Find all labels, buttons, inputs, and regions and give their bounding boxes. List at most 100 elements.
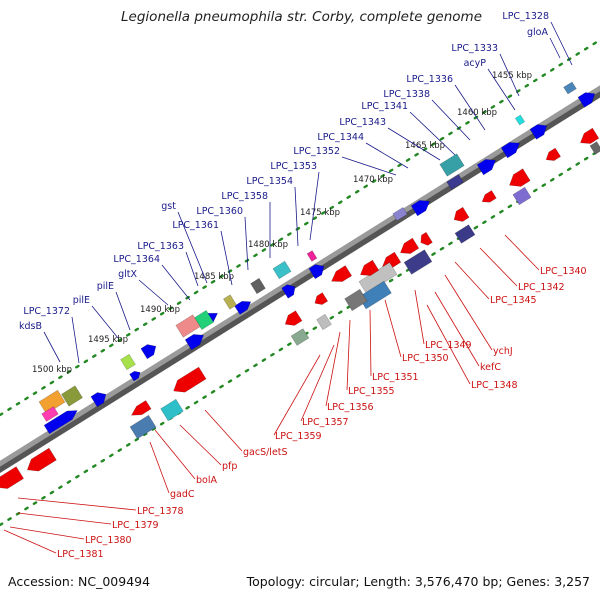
forward-gene-label: gst — [161, 201, 176, 212]
reverse-gene-feature — [316, 313, 332, 331]
reverse-gene-feature — [173, 366, 207, 393]
reverse-gene-feature — [403, 249, 433, 275]
forward-gene-label: gloA — [527, 27, 548, 38]
reverse-gene-label: LPC_1350 — [402, 353, 449, 364]
reverse-gene-feature — [290, 328, 310, 346]
reverse-gene-feature — [160, 398, 184, 422]
forward-gene-feature — [392, 206, 408, 222]
reverse-gene-feature — [314, 292, 329, 305]
reverse-gene-feature — [589, 141, 600, 155]
reverse-gene-label: LPC_1359 — [275, 431, 322, 442]
reverse-gene-feature — [130, 400, 152, 416]
forward-gene-feature — [439, 153, 465, 177]
reverse-gene-label: LPC_1349 — [425, 340, 472, 351]
forward-leader-line — [365, 142, 409, 169]
tick-label: 1490 kbp — [140, 305, 180, 315]
tick-label: 1470 kbp — [353, 175, 393, 185]
forward-gene-label: gltX — [118, 269, 137, 280]
reverse-gene-label: gacS/letS — [243, 447, 288, 458]
forward-leader-line — [71, 316, 80, 364]
forward-leader-line — [487, 68, 516, 111]
forward-gene-label: pilE — [97, 281, 114, 292]
outer-tick-track — [0, 38, 600, 417]
reverse-gene-feature — [481, 190, 497, 203]
forward-gene-label: LPC_1358 — [221, 191, 268, 202]
forward-gene-feature — [577, 92, 596, 108]
forward-leader-line — [138, 279, 169, 306]
reverse-gene-label: LPC_1345 — [490, 295, 537, 306]
forward-leader-line — [431, 99, 471, 141]
forward-gene-label: LPC_1336 — [406, 74, 453, 85]
forward-gene-label: LPC_1341 — [361, 101, 408, 112]
forward-gene-label: pilE — [73, 295, 90, 306]
forward-gene-feature — [250, 277, 266, 295]
reverse-leader-line — [300, 344, 335, 422]
forward-leader-line — [244, 216, 249, 271]
reverse-leader-line — [384, 299, 402, 358]
forward-gene-label: LPC_1372 — [23, 306, 70, 317]
reverse-leader-line — [369, 309, 372, 377]
forward-gene-feature — [90, 392, 107, 408]
reverse-gene-label: pfp — [222, 461, 237, 472]
forward-leader-line — [550, 21, 573, 66]
label-leader-lines — [3, 21, 573, 554]
reverse-leader-line — [204, 409, 243, 452]
tick-dot-lines — [0, 38, 600, 527]
forward-gene-feature — [308, 264, 325, 280]
reverse-leader-line — [3, 529, 57, 554]
forward-leader-line — [309, 171, 320, 241]
genome-backbone — [0, 85, 600, 474]
tick-label: 1475 kbp — [300, 208, 340, 218]
forward-gene-label: LPC_1338 — [383, 89, 430, 100]
forward-leader-line — [115, 291, 131, 331]
forward-gene-feature — [529, 124, 548, 140]
inner-tick-track — [0, 148, 600, 527]
forward-leader-line — [177, 211, 208, 284]
tick-label: 1460 kbp — [457, 108, 497, 118]
forward-leader-line — [454, 84, 486, 131]
tick-label: 1485 kbp — [194, 272, 234, 282]
forward-leader-line — [43, 331, 61, 363]
reverse-gene-feature — [331, 265, 353, 282]
reverse-gene-feature — [399, 237, 420, 254]
forward-gene-feature — [184, 334, 205, 351]
reverse-gene-label: LPC_1357 — [302, 417, 349, 428]
reverse-gene-label: LPC_1380 — [85, 535, 132, 546]
forward-gene-feature — [234, 300, 252, 315]
reverse-leader-line — [154, 429, 196, 480]
reverse-gene-feature — [453, 206, 470, 222]
reverse-gene-feature — [420, 231, 433, 246]
reverse-leader-line — [414, 289, 425, 345]
tick-label: 1500 kbp — [32, 365, 72, 375]
reverse-leader-line — [9, 526, 85, 540]
reverse-gene-label: LPC_1356 — [327, 402, 374, 413]
forward-leader-line — [91, 305, 119, 339]
forward-leader-line — [499, 53, 520, 97]
gene-labels: LPC_1328 gloA LPC_1333 acyP LPC_1336 LPC_1338… — [19, 11, 587, 560]
reverse-gene-feature — [358, 280, 392, 310]
reverse-gene-label: LPC_1342 — [518, 282, 565, 293]
reverse-gene-label: LPC_1381 — [57, 549, 104, 560]
accession-text: Accession: NC_009494 — [8, 574, 151, 589]
reverse-leader-line — [434, 291, 480, 367]
tick-label: 1480 kbp — [248, 240, 288, 250]
forward-gene-label: LPC_1344 — [317, 132, 364, 143]
forward-gene-label: LPC_1360 — [196, 206, 243, 217]
forward-gene-label: LPC_1333 — [451, 43, 498, 54]
reverse-gene-label: LPC_1379 — [112, 520, 159, 531]
forward-gene-feature — [222, 294, 238, 310]
forward-gene-label: LPC_1343 — [339, 117, 386, 128]
reverse-gene-label: LPC_1340 — [540, 266, 587, 277]
reverse-leader-line — [346, 319, 351, 391]
reverse-gene-feature — [545, 147, 562, 161]
forward-leader-line — [185, 251, 199, 287]
forward-gene-label: LPC_1328 — [502, 11, 549, 22]
reverse-leader-line — [479, 247, 518, 287]
reverse-gene-feature — [359, 259, 380, 276]
forward-gene-feature — [38, 389, 66, 415]
tick-label: 1465 kbp — [405, 141, 445, 151]
forward-gene-label: LPC_1353 — [270, 161, 317, 172]
reverse-gene-feature — [454, 224, 476, 244]
forward-gene-feature — [476, 159, 497, 176]
reverse-gene-feature — [284, 310, 303, 326]
